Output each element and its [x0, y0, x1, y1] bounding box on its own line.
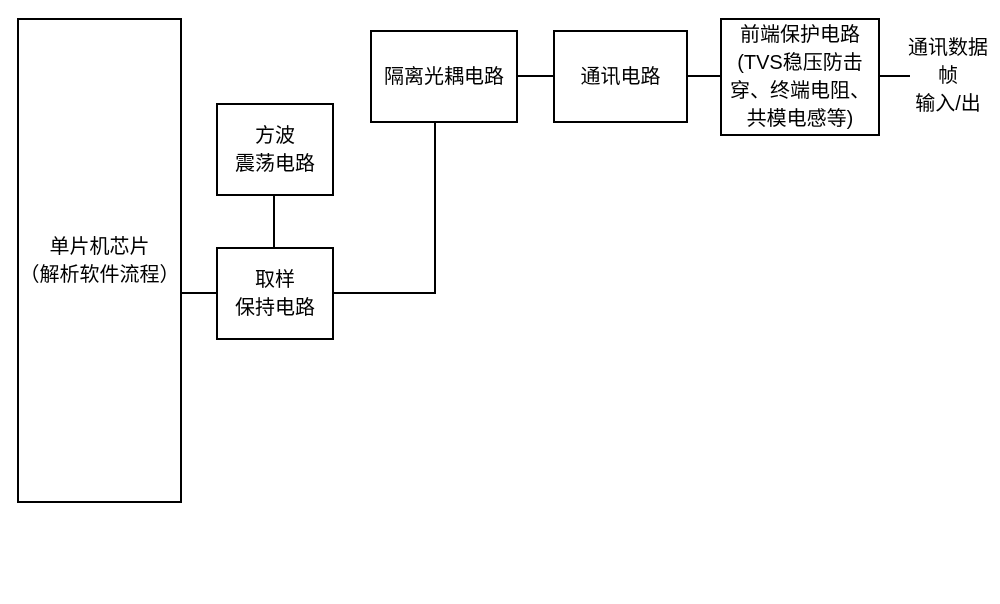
node-frontend-line4: 共模电感等) — [747, 105, 854, 133]
node-frontend-line2: (TVS稳压防击 — [737, 49, 863, 77]
edge-comm-frontend — [688, 75, 720, 77]
node-sample-hold-line2: 保持电路 — [235, 294, 315, 322]
node-frontend-line1: 前端保护电路 — [740, 21, 860, 49]
output-label-line2: 帧 — [900, 62, 996, 90]
edge-frontend-output — [880, 75, 910, 77]
node-mcu: 单片机芯片 （解析软件流程） — [17, 18, 182, 503]
edge-vertical-to-optocoupler — [434, 123, 436, 294]
edge-optocoupler-comm — [518, 75, 553, 77]
output-label-line3: 输入/出 — [900, 90, 996, 118]
node-frontend: 前端保护电路 (TVS稳压防击 穿、终端电阻、 共模电感等) — [720, 18, 880, 136]
node-square-wave-line1: 方波 — [255, 122, 295, 150]
output-label: 通讯数据 帧 输入/出 — [900, 34, 996, 118]
edge-squarewave-samplehold — [273, 196, 275, 247]
node-sample-hold: 取样 保持电路 — [216, 247, 334, 340]
node-square-wave: 方波 震荡电路 — [216, 103, 334, 196]
edge-samplehold-right — [334, 292, 436, 294]
node-optocoupler-line1: 隔离光耦电路 — [384, 63, 504, 91]
node-comm-line1: 通讯电路 — [581, 63, 661, 91]
node-mcu-line2: （解析软件流程） — [20, 261, 180, 289]
node-sample-hold-line1: 取样 — [255, 266, 295, 294]
node-optocoupler: 隔离光耦电路 — [370, 30, 518, 123]
node-mcu-line1: 单片机芯片 — [50, 233, 150, 261]
output-label-line1: 通讯数据 — [900, 34, 996, 62]
node-frontend-line3: 穿、终端电阻、 — [730, 77, 870, 105]
node-square-wave-line2: 震荡电路 — [235, 150, 315, 178]
edge-mcu-samplehold — [182, 292, 216, 294]
node-comm: 通讯电路 — [553, 30, 688, 123]
